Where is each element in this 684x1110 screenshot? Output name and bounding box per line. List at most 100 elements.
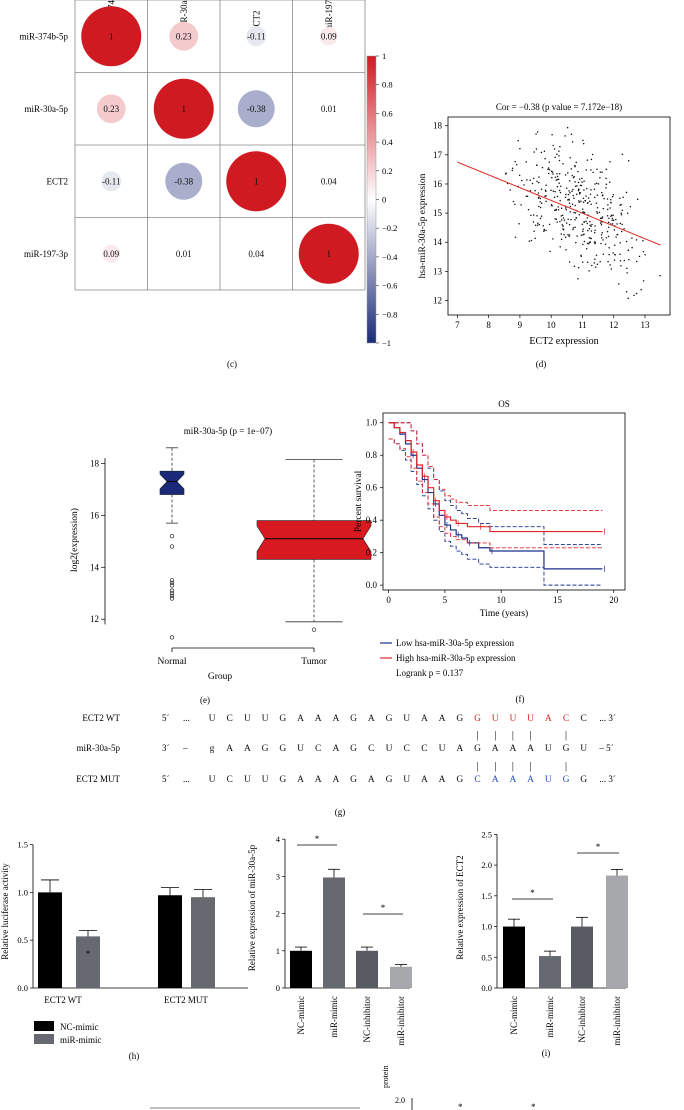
- x-tick-label: miR-inhibitor: [396, 996, 406, 1046]
- scatter-point: [544, 157, 546, 160]
- scatter-point: [574, 185, 577, 187]
- scatter-point: [599, 177, 601, 179]
- scatter-point: [596, 194, 599, 196]
- nucleotide: G: [350, 714, 357, 724]
- nucleotide: A: [368, 775, 375, 785]
- scatter-point: [571, 141, 574, 143]
- corr-value: 0.04: [321, 176, 337, 186]
- colorbar-tick-label: 1: [382, 51, 386, 61]
- scatter-point: [589, 241, 592, 243]
- scatter-point: [605, 187, 607, 189]
- scatter-point: [608, 217, 610, 220]
- partial-star-1: *: [458, 1102, 463, 1110]
- scatter-point: [531, 182, 534, 185]
- sequence-end: – 5´: [598, 743, 613, 753]
- scatter-point: [625, 240, 628, 243]
- scatter-point: [532, 177, 535, 180]
- scatter-point: [611, 219, 613, 222]
- scatter-point: [543, 150, 546, 153]
- colorbar-tick-label: 0.8: [382, 80, 393, 90]
- scatter-point: [564, 135, 566, 137]
- scatter-point: [606, 198, 609, 200]
- significance-star: *: [596, 842, 601, 852]
- scatter-point: [582, 197, 585, 200]
- scatter-point: [554, 176, 557, 178]
- scatter-point: [583, 189, 585, 191]
- scatter-point: [611, 195, 614, 198]
- scatter-point: [560, 215, 563, 217]
- outlier: [311, 627, 317, 632]
- nucleotide: U: [244, 714, 251, 724]
- x-tick-label: 15: [553, 595, 563, 605]
- scatter-point: [616, 223, 618, 225]
- scatter-points: [504, 126, 661, 299]
- scatter-point: [588, 228, 591, 230]
- scatter-point: [588, 242, 590, 245]
- scatter-point: [608, 181, 611, 184]
- scatter-point: [620, 214, 623, 216]
- scatter-point: [588, 237, 591, 239]
- significance-star: *: [530, 888, 535, 898]
- partial-tick: 2.0: [395, 1096, 405, 1105]
- sequence-label: ECT2 MUT: [76, 774, 120, 784]
- scatter-point: [537, 192, 540, 194]
- scatter-point: [563, 219, 566, 221]
- colorbar-tick-label: 0.6: [382, 108, 393, 118]
- scatter-point: [626, 212, 629, 215]
- scatter-point: [628, 258, 630, 261]
- scatter-point: [586, 159, 589, 161]
- scatter-point: [564, 207, 567, 209]
- row-label: miR-374b-5p: [20, 31, 69, 41]
- scatter-point: [571, 190, 573, 192]
- y-tick-label: 0.0: [366, 580, 378, 590]
- scatter-point: [600, 224, 603, 226]
- corr-circle: [226, 151, 287, 212]
- x-tick-label: 9: [518, 320, 523, 330]
- scatter-point: [544, 195, 546, 198]
- nucleotide: U: [262, 775, 269, 785]
- panel-f-survival: OS 0 5 10 15 20 0.0 0.2 0.4 0.6 0.8 1.0 Time (years)…: [354, 399, 626, 678]
- scatter-point: [514, 203, 516, 206]
- scatter-point: [597, 183, 600, 185]
- scatter-point: [547, 168, 549, 170]
- scatter-point: [642, 280, 645, 282]
- x-axis-label: Group: [208, 672, 233, 682]
- row-label: ECT2: [47, 176, 69, 186]
- nucleotide: G: [474, 714, 481, 724]
- nucleotide: U: [580, 744, 587, 754]
- scatter-point: [560, 238, 563, 240]
- scatter-point: [600, 242, 602, 245]
- y-tick-label: 17: [433, 150, 443, 160]
- scatter-point: [595, 254, 598, 257]
- y-tick-label: 2.0: [481, 860, 492, 870]
- sequence-end: ... 3´: [599, 774, 616, 784]
- y-tick-label: 1.5: [481, 891, 492, 901]
- scatter-point: [569, 192, 571, 194]
- outlier: [169, 533, 175, 539]
- scatter-point: [627, 297, 629, 299]
- scatter-point: [558, 182, 560, 184]
- colorbar-tick-label: −0.6: [382, 281, 397, 291]
- scatter-point: [526, 179, 528, 181]
- y-tick-label: 14: [90, 562, 100, 572]
- scatter-point: [589, 193, 592, 195]
- scatter-point: [535, 148, 538, 150]
- scatter-point: [601, 194, 604, 197]
- scatter-point: [625, 291, 628, 293]
- scatter-point: [583, 233, 585, 235]
- y-tick-label: 1.0: [17, 887, 28, 897]
- scatter-point: [575, 161, 577, 164]
- scatter-point: [611, 223, 614, 225]
- y-tick-label: 0.0: [17, 983, 28, 993]
- scatter-point: [558, 172, 561, 175]
- scatter-point: [559, 191, 562, 194]
- outlier: [169, 580, 175, 586]
- scatter-point: [568, 223, 571, 226]
- nucleotide: U: [209, 714, 216, 724]
- corr-value: 0.23: [176, 31, 192, 41]
- ci-lower: [388, 438, 603, 586]
- scatter-point: [552, 173, 554, 175]
- scatter-point: [565, 193, 567, 196]
- y-axis-label: Relative expression of miR-30a-5p: [247, 844, 257, 971]
- nucleotide: U: [492, 714, 499, 724]
